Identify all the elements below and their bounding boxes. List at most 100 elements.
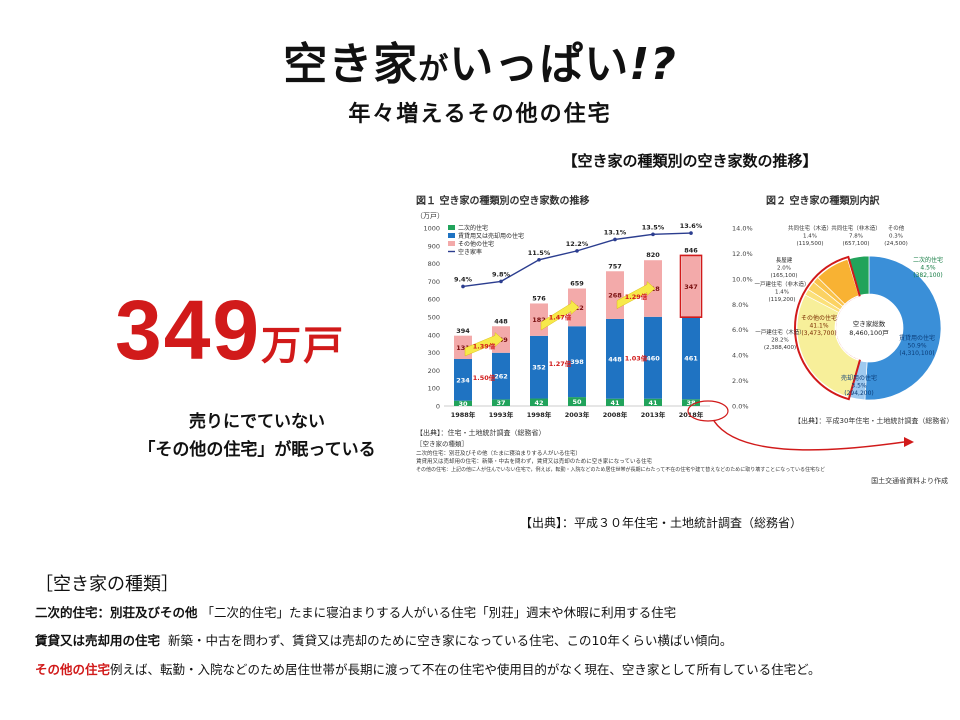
- y-tick-label: 500: [428, 314, 440, 322]
- highlight-arrow: [713, 420, 905, 451]
- bar-value-label: 448: [608, 355, 622, 363]
- donut-sub-label: (119,200): [768, 297, 795, 303]
- y2-tick-label: 14.0%: [732, 225, 753, 233]
- growth-label: 1.47倍: [549, 312, 572, 321]
- definition-text: 「二次的住宅」たまに寝泊まりする人がいる住宅「別荘」週末や休暇に利用する住宅: [201, 605, 677, 620]
- y2-tick-label: 6.0%: [732, 326, 749, 334]
- donut-center-value: 8,460,100戸: [849, 329, 889, 337]
- rate-label: 13.5%: [642, 223, 665, 231]
- growth-arrow: [464, 332, 504, 357]
- rate-label: 11.5%: [528, 249, 551, 257]
- bar-value-label: 42: [534, 399, 543, 407]
- growth-arrow: [616, 281, 656, 309]
- legend-swatch: [448, 241, 455, 246]
- bar-total-label: 757: [608, 262, 622, 270]
- donut-label: 41.1%: [809, 323, 828, 330]
- bar-value-label: 182: [532, 316, 546, 324]
- bar-segment: [568, 397, 586, 406]
- highlight-arrow-head: [904, 437, 914, 447]
- x-tick-label: 2003年: [565, 410, 590, 419]
- y-tick-label: 1000: [423, 225, 440, 233]
- bar-total-label: 394: [456, 327, 470, 335]
- fig2-source: 【出典】：平成30年住宅・土地統計調査（総務省）: [794, 416, 952, 425]
- rate-point: [499, 279, 503, 284]
- source-note: 【出典】：平成３０年住宅・土地統計調査（総務省）: [520, 516, 803, 530]
- donut-sub-label: 一戸建住宅（木造）: [755, 328, 805, 336]
- donut-label: 3.5%: [851, 383, 867, 390]
- bar-value-label: 347: [684, 283, 698, 291]
- donut-sub-label: 7.8%: [849, 234, 863, 240]
- bar-segment: [644, 316, 662, 399]
- donut-sub-label: 2.0%: [777, 266, 791, 272]
- donut-sub-label: その他: [888, 224, 905, 232]
- y-tick-label: 200: [428, 367, 440, 375]
- highlight-number-value: 349: [115, 283, 262, 377]
- donut-sub-label: (657,100): [842, 241, 869, 247]
- x-tick-label: 1993年: [489, 410, 514, 419]
- donut-label: 賃貸用の住宅: [899, 334, 935, 342]
- donut-slice: [796, 294, 861, 398]
- donut-center-label: 空き家総数: [853, 319, 886, 328]
- x-tick-label: 2018年: [679, 410, 704, 419]
- growth-label: 1.27倍: [549, 359, 572, 368]
- bar-value-label: 352: [532, 364, 546, 372]
- legend-swatch: [448, 225, 455, 230]
- x-tick-label: 1998年: [527, 410, 552, 419]
- title-rest: いっぱい: [449, 39, 630, 90]
- rate-point: [575, 249, 579, 253]
- definition-row-rental: 賃貸又は売却用の住宅 新築・中古を問わず、賃貸又は売却のために空き家になっている…: [35, 630, 732, 649]
- highlight-2018-bar: [679, 254, 703, 318]
- y2-tick-label: 4.0%: [732, 352, 749, 360]
- bar-value-label: 41: [648, 399, 658, 407]
- chart-heading: 【空き家の種類別の空き家数の推移】: [562, 152, 818, 170]
- definition-row-other: その他の住宅例えば、転勤・入院などのため居住世帯が長期に渡って不在の住宅や使用目…: [35, 659, 821, 678]
- highlight-note: 売りにでていない 「その他の住宅」が眠っている: [92, 408, 422, 464]
- bar-segment: [530, 335, 548, 399]
- growth-label: 1.39倍: [473, 341, 496, 350]
- types-heading: ［空き家の種類］: [35, 574, 179, 595]
- donut-label: (294,200): [844, 390, 874, 397]
- growth-arrow: [540, 299, 580, 331]
- bar-value-label: 262: [494, 373, 508, 381]
- x-axis: 1988年 1993年 1998年 2003年 2008年 2013年 2018年: [451, 410, 704, 419]
- bar-segment: [454, 400, 472, 406]
- donut-sub-label: 28.2%: [771, 338, 788, 344]
- bar-segment: [644, 398, 662, 406]
- growth-label: 1.29倍: [625, 292, 648, 301]
- highlight-number-unit: 万戸: [261, 324, 346, 368]
- rate-label: 9.8%: [492, 270, 511, 278]
- y2-tick-label: 10.0%: [732, 275, 753, 283]
- bar-value-label: 460: [646, 354, 660, 362]
- rate-label: 12.2%: [566, 240, 589, 248]
- bar-total-label: 448: [494, 317, 508, 325]
- bar-value-label: 50: [572, 398, 582, 406]
- rate-line: 9.4% 9.8% 11.5% 12.2% 13.1% 13.5% 13.6%: [454, 222, 703, 289]
- donut-sub-label: 1.4%: [775, 290, 789, 296]
- donut-slice: [864, 255, 942, 401]
- highlight-2018-circle: [687, 400, 729, 422]
- y-tick-label: 400: [428, 331, 440, 339]
- bar-segment: [682, 317, 700, 400]
- statistics-figure: 図１ 空き家の種類別の空き家数の推移 （万戸） 図２ 空き家の種類別内訳 0 10…: [414, 180, 953, 498]
- bar-value-label: 38: [686, 399, 696, 407]
- rate-point: [689, 231, 693, 235]
- growth-label: 1.50倍: [473, 373, 496, 382]
- bar-segment: [492, 352, 510, 400]
- fig1-note-1: 二次的住宅：別荘及びその他（たまに寝泊まりする人がいる住宅）: [416, 449, 581, 457]
- y2-tick-label: 12.0%: [732, 250, 753, 258]
- rate-point: [537, 257, 541, 262]
- bar-value-label: 461: [684, 355, 698, 363]
- donut-label: その他の住宅: [801, 314, 837, 322]
- fig2-title: 図２ 空き家の種類別内訳: [766, 194, 880, 207]
- donut-label: 4.5%: [920, 265, 936, 272]
- legend-label: 空き家率: [458, 248, 482, 256]
- bar-segment: [682, 255, 700, 318]
- rate-point: [651, 232, 655, 237]
- donut-label: 売却用の住宅: [841, 374, 877, 382]
- x-tick-label: 2013年: [641, 410, 666, 419]
- y-tick-label: 800: [428, 260, 440, 268]
- title-exclamation: !?: [629, 39, 677, 90]
- bar-value-label: 268: [608, 292, 622, 300]
